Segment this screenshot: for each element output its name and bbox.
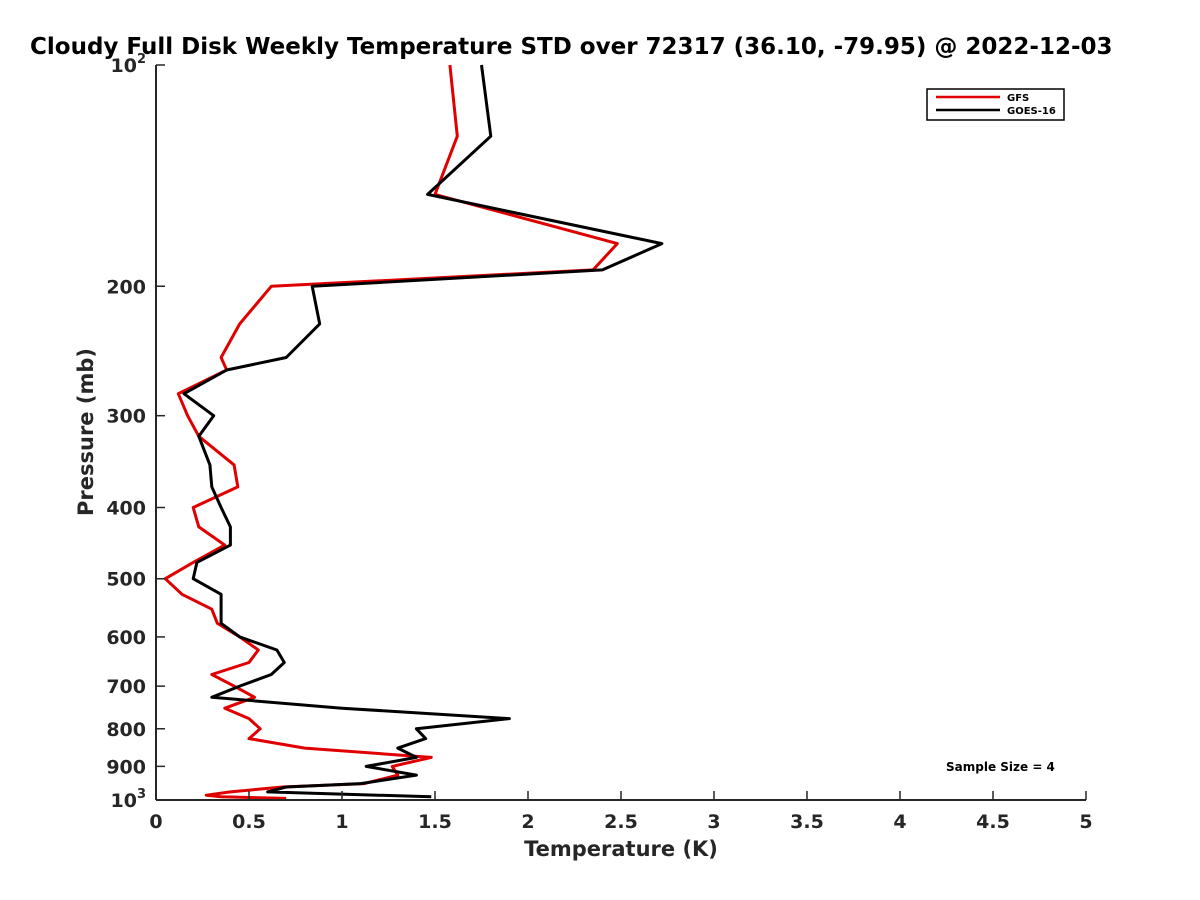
x-tick-label: 0 (149, 811, 162, 833)
x-ticks: 0 0.5 1 1.5 2 2.5 3 3.5 4 4.5 5 (149, 791, 1093, 833)
y-tick-label: 300 (106, 406, 146, 428)
legend-box (926, 88, 1065, 121)
x-tick-label: 1.5 (418, 811, 452, 833)
y-ticks: 102 200 300 400 500 600 700 800 900 103 (106, 52, 165, 812)
x-tick-label: 2.5 (604, 811, 638, 833)
y-axis-label: Pressure (mb) (74, 348, 98, 516)
y-tick-label: 400 (106, 498, 146, 520)
x-tick-label: 3 (707, 811, 720, 833)
legend-label-gfs: GFS (1007, 93, 1029, 104)
x-tick-label: 5 (1079, 811, 1092, 833)
y-tick-label: 800 (106, 719, 146, 741)
series-line-gfs (163, 64, 619, 800)
y-tick-label: 103 (111, 787, 147, 812)
legend: GFS GOES-16 (926, 88, 1065, 121)
x-tick-label: 2 (521, 811, 534, 833)
axes (155, 65, 1086, 801)
x-tick-label: 4.5 (976, 811, 1010, 833)
sample-size-annotation: Sample Size = 4 (946, 760, 1055, 774)
y-tick-label: 102 (111, 52, 147, 77)
chart-title: Cloudy Full Disk Weekly Temperature STD … (30, 34, 1113, 60)
plot-lines (163, 64, 664, 800)
x-tick-label: 4 (893, 811, 906, 833)
x-tick-label: 3.5 (790, 811, 824, 833)
x-axis-label: Temperature (K) (524, 837, 718, 861)
y-tick-label: 900 (106, 756, 146, 778)
y-tick-label: 600 (106, 627, 146, 649)
y-tick-label: 200 (106, 276, 146, 298)
y-tick-label: 700 (106, 676, 146, 698)
x-tick-label: 0.5 (232, 811, 266, 833)
legend-label-goes16: GOES-16 (1007, 106, 1056, 117)
series-line-goes16 (182, 64, 664, 799)
y-tick-label: 500 (106, 569, 146, 591)
x-tick-label: 1 (335, 811, 348, 833)
